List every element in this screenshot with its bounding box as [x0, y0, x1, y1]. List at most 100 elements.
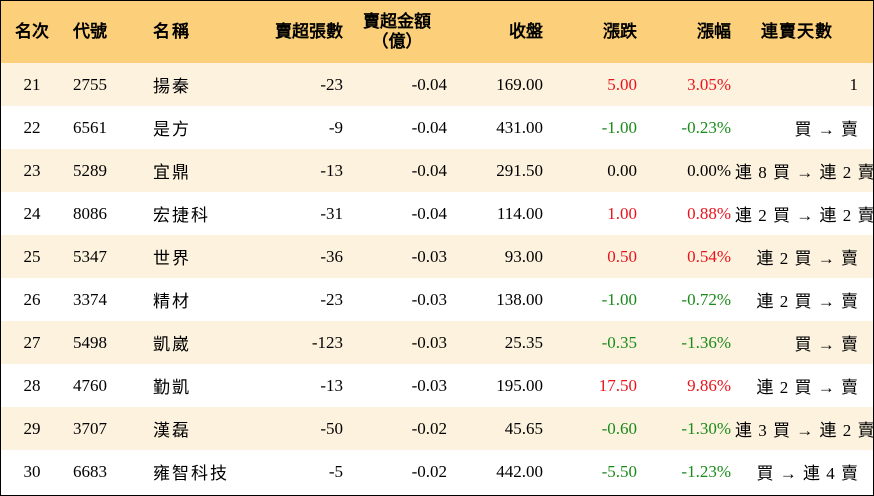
- cell-close: 138.00: [453, 278, 547, 321]
- cell-sell-amount: -0.03: [347, 364, 453, 407]
- table-row[interactable]: 22 6561 是方 -9 -0.04 431.00 -1.00 -0.23% 買 → 賣: [1, 106, 873, 149]
- table-row[interactable]: 24 8086 宏捷科 -31 -0.04 114.00 1.00 0.88% 連 2 買 → …: [1, 192, 874, 235]
- cell-change: 0.50: [547, 235, 641, 278]
- cell-streak: 連 2 買 → 賣: [735, 278, 873, 321]
- cell-streak: 連 8 買 → 連 2 賣: [735, 149, 874, 192]
- cell-sell-amount: -0.03: [347, 235, 453, 278]
- cell-change: 0.00: [547, 149, 641, 192]
- cell-sell-amount: -0.04: [347, 63, 453, 106]
- cell-sell-volume: -31: [243, 192, 347, 235]
- cell-rank: 27: [1, 321, 63, 364]
- cell-change: -1.00: [547, 278, 641, 321]
- header-sell-amount[interactable]: 賣超金額 （億）: [347, 1, 453, 63]
- cell-change: 17.50: [547, 364, 641, 407]
- header-code[interactable]: 代號: [63, 1, 143, 63]
- cell-name: 宜鼎: [143, 149, 243, 192]
- cell-change: -0.35: [547, 321, 641, 364]
- cell-change-pct: 3.05%: [641, 63, 735, 106]
- cell-sell-amount: -0.03: [347, 321, 453, 364]
- cell-sell-volume: -13: [243, 149, 347, 192]
- cell-sell-volume: -50: [243, 407, 347, 450]
- cell-code: 4760: [63, 364, 143, 407]
- cell-rank: 30: [1, 450, 63, 493]
- cell-code: 8086: [63, 192, 143, 235]
- cell-name: 世界: [143, 235, 243, 278]
- header-sell-amount-line2: （億）: [371, 32, 423, 51]
- cell-change-pct: 0.54%: [641, 235, 735, 278]
- cell-streak: 連 2 買 → 連 2 賣: [735, 192, 874, 235]
- cell-change: -5.50: [547, 450, 641, 493]
- cell-change-pct: 9.86%: [641, 364, 735, 407]
- cell-streak: 連 2 買 → 賣: [735, 235, 873, 278]
- table-row[interactable]: 30 6683 雍智科技 -5 -0.02 442.00 -5.50 -1.23% 買 → 連 …: [1, 450, 873, 493]
- cell-name: 宏捷科: [143, 192, 243, 235]
- cell-rank: 25: [1, 235, 63, 278]
- cell-rank: 29: [1, 407, 63, 450]
- cell-change-pct: 0.00%: [641, 149, 735, 192]
- cell-streak: 買 → 連 4 賣: [735, 450, 873, 493]
- cell-close: 291.50: [453, 149, 547, 192]
- table-row[interactable]: 29 3707 漢磊 -50 -0.02 45.65 -0.60 -1.30% 連 3 買 → …: [1, 407, 874, 450]
- table-row[interactable]: 27 5498 凱崴 -123 -0.03 25.35 -0.35 -1.36% 買 → 賣: [1, 321, 873, 364]
- cell-change: -1.00: [547, 106, 641, 149]
- table-row[interactable]: 23 5289 宜鼎 -13 -0.04 291.50 0.00 0.00% 連 8 買 → 連…: [1, 149, 874, 192]
- header-sell-amount-line1: 賣超金額: [363, 12, 431, 31]
- cell-close: 25.35: [453, 321, 547, 364]
- cell-code: 3374: [63, 278, 143, 321]
- cell-change-pct: -0.23%: [641, 106, 735, 149]
- cell-sell-amount: -0.03: [347, 278, 453, 321]
- cell-change: 1.00: [547, 192, 641, 235]
- table-row[interactable]: 28 4760 勤凱 -13 -0.03 195.00 17.50 9.86% 連 2 買 → …: [1, 364, 873, 407]
- cell-sell-amount: -0.04: [347, 192, 453, 235]
- header-streak[interactable]: 連賣天數: [735, 1, 873, 63]
- header-close[interactable]: 收盤: [453, 1, 547, 63]
- cell-close: 442.00: [453, 450, 547, 493]
- cell-code: 5498: [63, 321, 143, 364]
- cell-name: 勤凱: [143, 364, 243, 407]
- cell-close: 195.00: [453, 364, 547, 407]
- table-row[interactable]: 21 2755 揚秦 -23 -0.04 169.00 5.00 3.05% 1: [1, 63, 873, 106]
- table-body: 21 2755 揚秦 -23 -0.04 169.00 5.00 3.05% 1 22 6561 是方…: [1, 63, 874, 493]
- cell-code: 6561: [63, 106, 143, 149]
- cell-streak: 連 3 買 → 連 2 賣: [735, 407, 874, 450]
- cell-change-pct: -1.30%: [641, 407, 735, 450]
- cell-sell-amount: -0.04: [347, 106, 453, 149]
- cell-change-pct: -1.23%: [641, 450, 735, 493]
- cell-sell-amount: -0.02: [347, 450, 453, 493]
- cell-change: 5.00: [547, 63, 641, 106]
- cell-close: 45.65: [453, 407, 547, 450]
- cell-sell-volume: -9: [243, 106, 347, 149]
- cell-close: 114.00: [453, 192, 547, 235]
- cell-change: -0.60: [547, 407, 641, 450]
- header-sell-volume[interactable]: 賣超張數: [243, 1, 347, 63]
- cell-close: 169.00: [453, 63, 547, 106]
- header-change[interactable]: 漲跌: [547, 1, 641, 63]
- cell-name: 精材: [143, 278, 243, 321]
- cell-rank: 22: [1, 106, 63, 149]
- cell-code: 3707: [63, 407, 143, 450]
- cell-name: 雍智科技: [143, 450, 243, 493]
- cell-sell-volume: -23: [243, 278, 347, 321]
- cell-rank: 28: [1, 364, 63, 407]
- cell-name: 漢磊: [143, 407, 243, 450]
- header-name[interactable]: 名稱: [143, 1, 243, 63]
- header-rank[interactable]: 名次: [1, 1, 63, 63]
- header-change-pct[interactable]: 漲幅: [641, 1, 735, 63]
- cell-sell-amount: -0.02: [347, 407, 453, 450]
- cell-streak: 連 2 買 → 賣: [735, 364, 873, 407]
- cell-change-pct: -0.72%: [641, 278, 735, 321]
- table-header: 名次 代號 名稱 賣超張數 賣超金額 （億） 收盤 漲跌 漲幅 連賣天數: [1, 1, 873, 63]
- cell-close: 431.00: [453, 106, 547, 149]
- cell-rank: 26: [1, 278, 63, 321]
- cell-code: 2755: [63, 63, 143, 106]
- table-row[interactable]: 25 5347 世界 -36 -0.03 93.00 0.50 0.54% 連 2 買 → 賣: [1, 235, 873, 278]
- cell-name: 凱崴: [143, 321, 243, 364]
- cell-name: 是方: [143, 106, 243, 149]
- cell-close: 93.00: [453, 235, 547, 278]
- table-row[interactable]: 26 3374 精材 -23 -0.03 138.00 -1.00 -0.72% 連 2 買 →…: [1, 278, 873, 321]
- cell-sell-volume: -123: [243, 321, 347, 364]
- cell-code: 6683: [63, 450, 143, 493]
- cell-rank: 24: [1, 192, 63, 235]
